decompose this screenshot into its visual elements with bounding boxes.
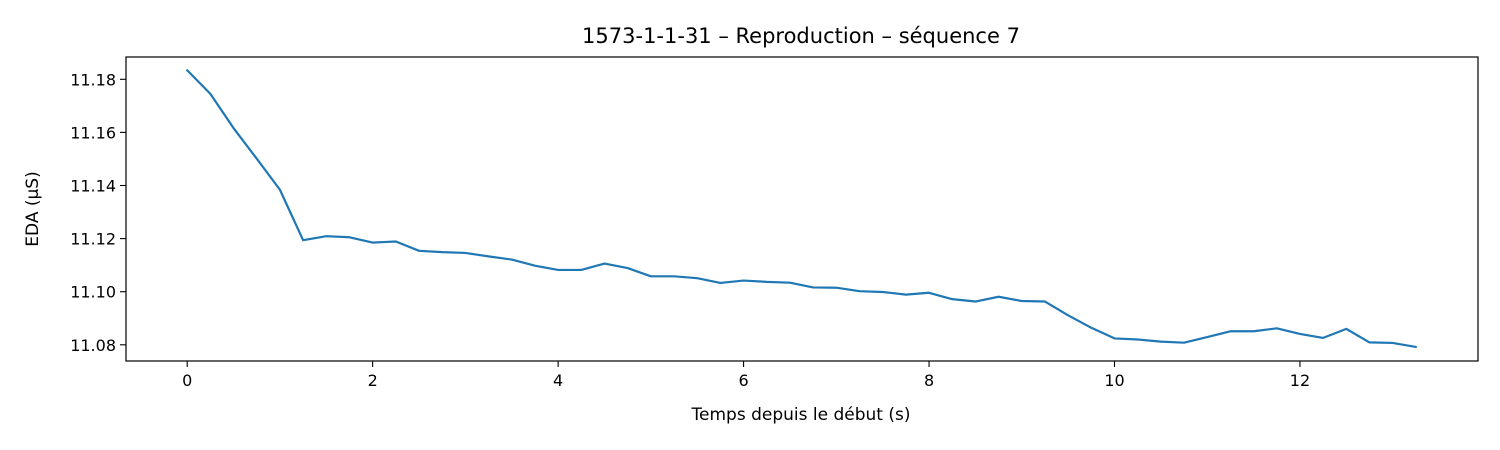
x-tick-label: 6 xyxy=(738,371,748,390)
y-tick-label: 11.16 xyxy=(70,123,116,142)
x-axis-label: Temps depuis le début (s) xyxy=(691,405,911,425)
series-line xyxy=(186,69,1417,349)
y-axis-label: EDA (µS) xyxy=(23,171,43,246)
x-tick-label: 2 xyxy=(368,371,378,390)
x-tick-label: 4 xyxy=(553,371,563,390)
x-tick-label: 12 xyxy=(1290,371,1310,390)
x-tick-label: 8 xyxy=(924,371,934,390)
chart-title: 1573-1-1-31 – Reproduction – séquence 7 xyxy=(582,24,1020,48)
plot-frame xyxy=(125,56,1479,362)
y-tick-label: 11.08 xyxy=(70,336,116,355)
y-tick-label: 11.10 xyxy=(70,283,116,302)
y-tick-label: 11.12 xyxy=(70,230,116,249)
x-tick-label: 0 xyxy=(182,371,192,390)
y-tick-label: 11.18 xyxy=(70,70,116,89)
y-tick-label: 11.14 xyxy=(70,177,116,196)
x-tick-label: 10 xyxy=(1104,371,1124,390)
